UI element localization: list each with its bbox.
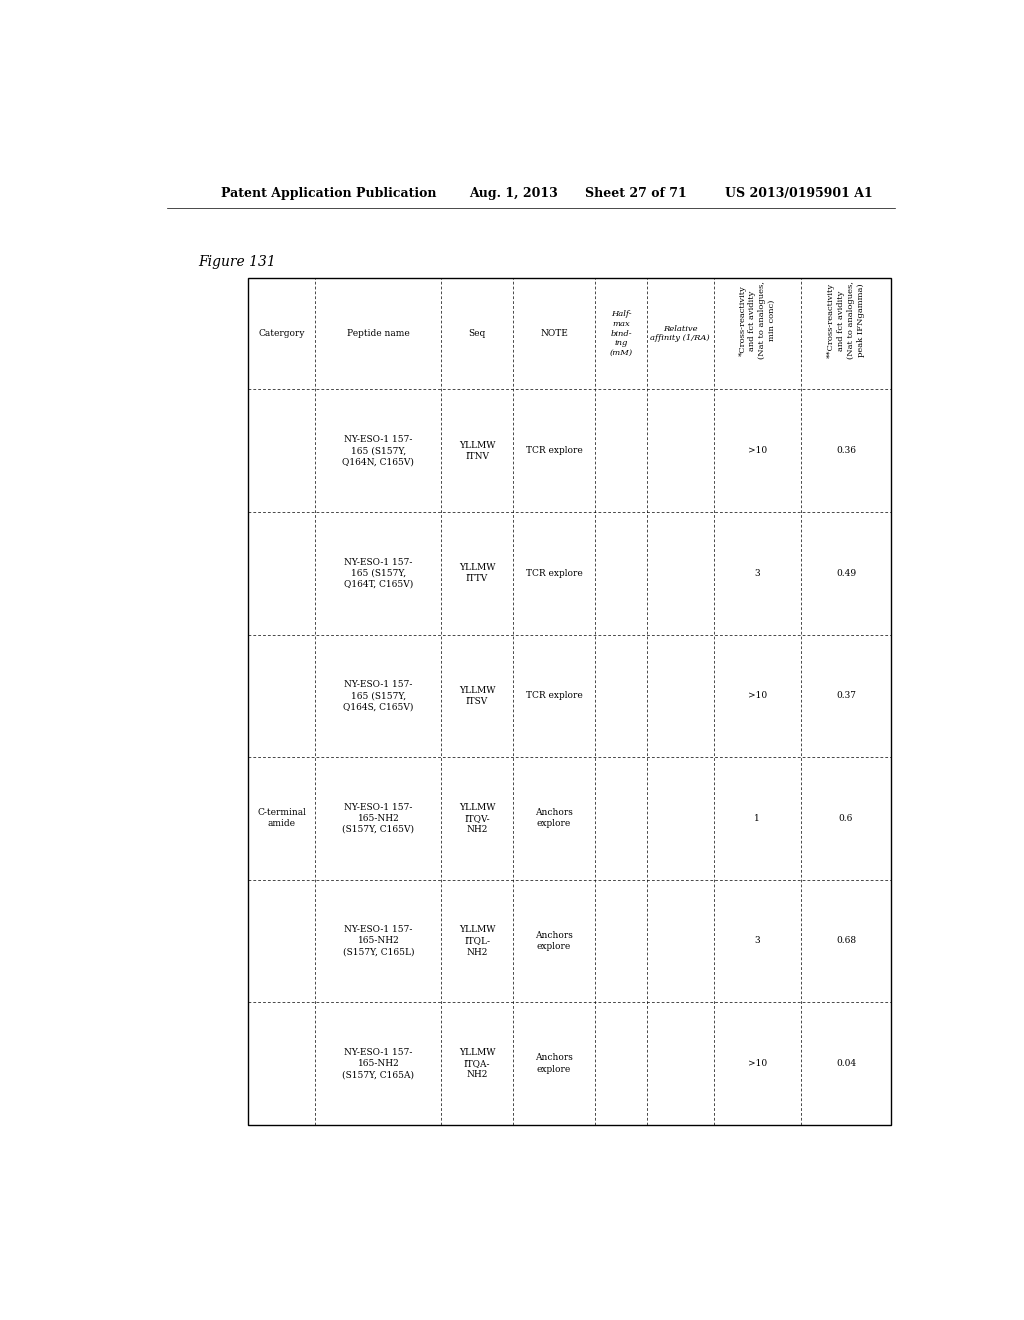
Text: >10: >10 xyxy=(748,446,767,455)
Text: Seq: Seq xyxy=(468,329,485,338)
Text: TCR explore: TCR explore xyxy=(525,446,583,455)
Text: 0.37: 0.37 xyxy=(836,692,856,701)
Text: 0.49: 0.49 xyxy=(836,569,856,578)
Text: YLLMW
ITNV: YLLMW ITNV xyxy=(459,441,496,461)
Text: Anchors
explore: Anchors explore xyxy=(535,931,572,950)
Text: 0.36: 0.36 xyxy=(836,446,856,455)
Text: >10: >10 xyxy=(748,1059,767,1068)
Bar xyxy=(248,277,891,1125)
Text: C-terminal
amide: C-terminal amide xyxy=(257,808,306,829)
Text: Anchors
explore: Anchors explore xyxy=(535,1053,572,1073)
Text: 1: 1 xyxy=(755,814,760,822)
Text: YLLMW
ITQL-
NH2: YLLMW ITQL- NH2 xyxy=(459,925,496,957)
Text: TCR explore: TCR explore xyxy=(525,692,583,701)
Text: Anchors
explore: Anchors explore xyxy=(535,808,572,829)
Text: YLLMW
ITQV-
NH2: YLLMW ITQV- NH2 xyxy=(459,803,496,834)
Text: Sheet 27 of 71: Sheet 27 of 71 xyxy=(586,186,687,199)
Text: TCR explore: TCR explore xyxy=(525,569,583,578)
Text: Patent Application Publication: Patent Application Publication xyxy=(221,186,436,199)
Text: **Cross-reactivity
and fct avidity
(Nat to analogues,
peak IFNgamma): **Cross-reactivity and fct avidity (Nat … xyxy=(827,281,864,359)
Text: NOTE: NOTE xyxy=(540,329,568,338)
Text: NY-ESO-1 157-
165-NH2
(S157Y, C165A): NY-ESO-1 157- 165-NH2 (S157Y, C165A) xyxy=(342,1048,415,1078)
Text: 3: 3 xyxy=(755,569,760,578)
Text: 0.6: 0.6 xyxy=(839,814,853,822)
Text: 0.04: 0.04 xyxy=(836,1059,856,1068)
Text: 0.68: 0.68 xyxy=(836,936,856,945)
Text: NY-ESO-1 157-
165 (S157Y,
Q164T, C165V): NY-ESO-1 157- 165 (S157Y, Q164T, C165V) xyxy=(344,557,413,589)
Text: US 2013/0195901 A1: US 2013/0195901 A1 xyxy=(725,186,872,199)
Text: NY-ESO-1 157-
165 (S157Y,
Q164S, C165V): NY-ESO-1 157- 165 (S157Y, Q164S, C165V) xyxy=(343,680,414,711)
Text: *Cross-reactivity
and fct avidity
(Nat to analogues,
min conc): *Cross-reactivity and fct avidity (Nat t… xyxy=(738,281,776,359)
Text: Figure 131: Figure 131 xyxy=(198,255,275,269)
Text: YLLMW
ITSV: YLLMW ITSV xyxy=(459,686,496,706)
Text: Peptide name: Peptide name xyxy=(347,329,410,338)
Text: NY-ESO-1 157-
165-NH2
(S157Y, C165V): NY-ESO-1 157- 165-NH2 (S157Y, C165V) xyxy=(342,803,415,834)
Text: 3: 3 xyxy=(755,936,760,945)
Text: Aug. 1, 2013: Aug. 1, 2013 xyxy=(469,186,558,199)
Text: Half-
max
bind-
ing
(mM): Half- max bind- ing (mM) xyxy=(609,310,633,358)
Text: Catergory: Catergory xyxy=(258,329,305,338)
Text: NY-ESO-1 157-
165 (S157Y,
Q164N, C165V): NY-ESO-1 157- 165 (S157Y, Q164N, C165V) xyxy=(342,436,415,466)
Text: >10: >10 xyxy=(748,692,767,701)
Text: YLLMW
ITTV: YLLMW ITTV xyxy=(459,564,496,583)
Text: Relative
affinity (1/RA): Relative affinity (1/RA) xyxy=(650,325,710,342)
Text: YLLMW
ITQA-
NH2: YLLMW ITQA- NH2 xyxy=(459,1048,496,1078)
Text: NY-ESO-1 157-
165-NH2
(S157Y, C165L): NY-ESO-1 157- 165-NH2 (S157Y, C165L) xyxy=(343,925,414,957)
